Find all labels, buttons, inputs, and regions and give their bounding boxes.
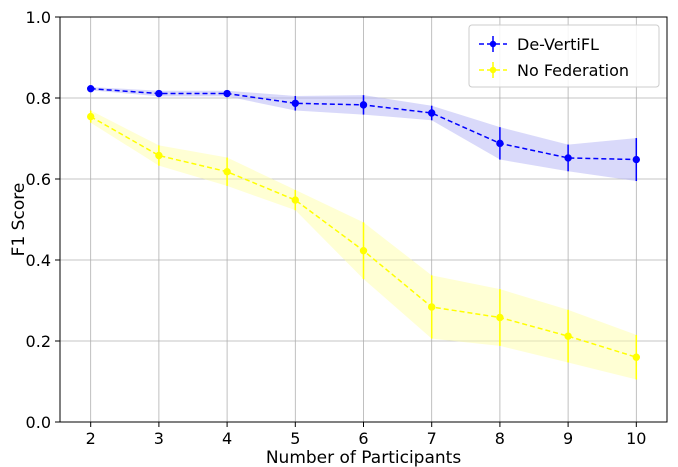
legend-box	[468, 24, 660, 88]
legend: De-VertiFL No Federation	[468, 24, 660, 88]
data-point	[359, 246, 368, 255]
y-tick-label: 0.6	[26, 170, 51, 189]
data-point	[496, 139, 504, 148]
x-tick-label: 10	[626, 429, 646, 448]
y-tick-label: 0.8	[26, 89, 51, 108]
data-point	[428, 109, 436, 117]
ticks: 2 3 4 5 6 7 8 9 10 0.0 0.2 0.4 0.6 0.8 1.0	[26, 8, 647, 448]
series-lines	[86, 84, 641, 380]
x-tick-label: 8	[495, 429, 505, 448]
y-tick-label: 0.4	[26, 251, 51, 270]
legend-label: De-VertiFL	[517, 35, 599, 54]
x-tick-label: 6	[358, 429, 368, 448]
x-tick-label: 9	[563, 429, 573, 448]
legend-marker	[489, 66, 497, 74]
x-tick-label: 2	[86, 429, 96, 448]
y-tick-label: 0.0	[26, 413, 51, 432]
data-point	[223, 89, 231, 98]
data-point	[223, 168, 231, 176]
y-tick-label: 1.0	[26, 8, 51, 27]
data-point	[359, 101, 368, 109]
data-point	[291, 196, 299, 204]
data-point	[428, 303, 436, 311]
y-axis-label: F1 Score	[9, 183, 29, 257]
data-point	[86, 84, 95, 93]
legend-marker	[489, 40, 497, 48]
data-point	[632, 353, 641, 361]
data-point	[155, 151, 163, 160]
x-tick-label: 7	[427, 429, 437, 448]
data-point	[86, 112, 95, 121]
data-point	[155, 89, 163, 98]
data-point	[564, 332, 572, 340]
data-point	[496, 313, 504, 322]
x-tick-label: 5	[290, 429, 300, 448]
x-tick-label: 4	[222, 429, 232, 448]
y-tick-label: 0.2	[26, 332, 51, 351]
legend-label: No Federation	[517, 61, 629, 80]
x-axis-label: Number of Participants	[266, 448, 461, 467]
data-point	[564, 154, 572, 162]
x-tick-label: 3	[154, 429, 164, 448]
data-point	[291, 99, 299, 107]
data-point	[632, 155, 641, 164]
